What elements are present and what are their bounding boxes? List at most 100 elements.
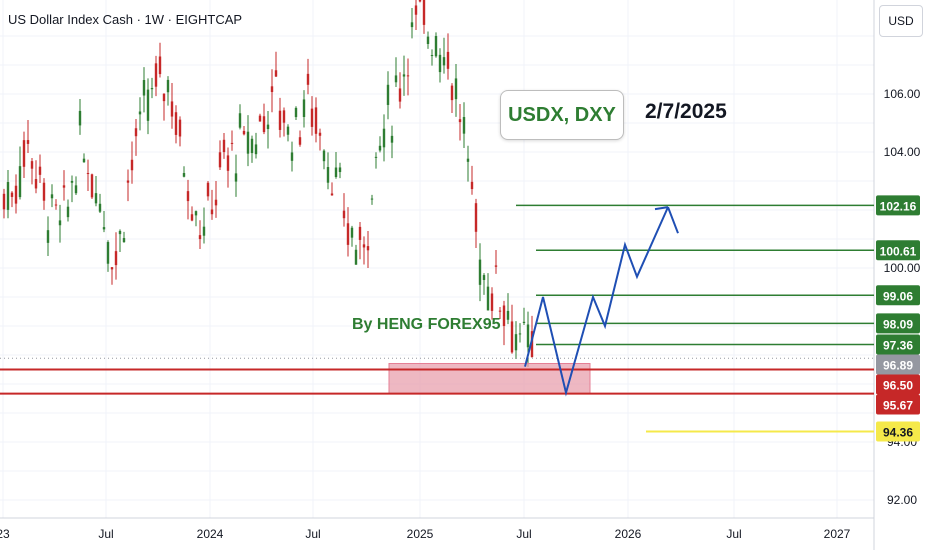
price-label-bg: [876, 334, 920, 355]
candle-body: [354, 249, 358, 265]
candle-body: [510, 321, 514, 353]
candle-body: [10, 192, 14, 197]
price-label: 102.16: [880, 199, 917, 213]
candle-body: [394, 75, 398, 83]
candle-body: [490, 293, 494, 311]
candle-body: [314, 107, 318, 134]
author-credit: By HENG FOREX95: [352, 316, 501, 333]
candle-body: [438, 54, 442, 73]
candle-body: [442, 57, 446, 66]
candle-body: [2, 193, 6, 210]
candle-body: [6, 182, 10, 210]
candle-body: [334, 167, 338, 177]
candle-body: [50, 194, 54, 199]
candle-body: [210, 209, 214, 215]
candle-body: [266, 124, 270, 130]
price-label-bg: [876, 240, 920, 261]
candle-body: [202, 226, 206, 236]
candle-body: [218, 152, 222, 168]
candle-body: [134, 128, 138, 137]
candle-body: [486, 286, 490, 311]
candle-body: [42, 182, 46, 201]
candle-body: [310, 108, 314, 127]
candle-body: [130, 159, 134, 171]
candle-body: [82, 158, 86, 163]
candle-body: [506, 310, 510, 320]
candle-body: [250, 138, 254, 154]
candle-body: [206, 182, 210, 197]
chart-title: US Dollar Index Cash · 1W · EIGHTCAP: [8, 12, 243, 27]
price-label-bg: [876, 354, 920, 375]
candle-body: [522, 321, 526, 323]
candle-body: [166, 79, 170, 93]
candle-body: [234, 173, 238, 182]
candle-body: [246, 131, 250, 154]
candle-body: [122, 238, 126, 243]
y-tick-label: 104.00: [884, 145, 921, 159]
candle-body: [214, 199, 218, 206]
candle-body: [278, 110, 282, 130]
y-tick-label: 106.00: [884, 87, 921, 101]
price-label: 96.89: [883, 359, 913, 373]
candle-body: [58, 220, 62, 226]
candle-body: [70, 180, 74, 183]
candle-body: [454, 78, 458, 100]
candle-body: [26, 140, 30, 144]
candle-body: [242, 130, 246, 135]
candle-body: [190, 214, 194, 221]
candle-body: [406, 75, 410, 77]
candle-body: [514, 334, 518, 351]
candle-body: [222, 139, 226, 153]
candle-body: [150, 88, 154, 90]
candle-body: [482, 275, 486, 280]
candle-body: [390, 135, 394, 143]
candle-body: [30, 161, 34, 169]
candle-body: [270, 86, 274, 93]
candle-body: [410, 22, 414, 28]
candle-body: [450, 85, 454, 101]
candle-body: [470, 181, 474, 190]
candle-body: [298, 137, 302, 145]
candle-body: [138, 111, 142, 115]
candle-body: [178, 119, 182, 137]
candle-body: [346, 223, 350, 245]
candle-body: [302, 99, 306, 118]
candle-body: [434, 36, 438, 57]
candle-body: [66, 206, 70, 218]
candle-body: [370, 198, 374, 200]
price-label-bg: [876, 421, 920, 442]
candle-body: [274, 70, 278, 77]
candle-body: [374, 156, 378, 158]
candle-body: [414, 5, 418, 15]
candle-body: [126, 180, 130, 183]
candle-body: [350, 227, 354, 238]
candle-body: [446, 51, 450, 69]
candle-body: [158, 56, 162, 75]
price-label-bg: [876, 374, 920, 395]
symbol-badge: USDX, DXY: [500, 90, 624, 140]
candle-body: [170, 101, 174, 117]
candle-body: [106, 242, 110, 264]
projection-path: [524, 206, 669, 397]
candle-body: [14, 185, 18, 204]
candle-body: [230, 142, 234, 144]
candle-body: [154, 63, 158, 87]
candle-body: [98, 203, 102, 212]
currency-button[interactable]: USD: [879, 5, 923, 37]
candle-body: [458, 119, 462, 123]
candle-body: [306, 73, 310, 85]
candle-body: [422, 0, 426, 25]
candle-body: [474, 203, 478, 232]
candle-body: [402, 74, 406, 77]
candle-body: [226, 155, 230, 171]
candle-body: [318, 132, 322, 136]
x-tick-label: Jul: [516, 527, 531, 541]
candle-body: [114, 251, 118, 266]
candle-body: [326, 167, 330, 183]
price-label: 96.50: [883, 379, 913, 393]
price-label-bg: [876, 313, 920, 334]
candle-body: [34, 179, 38, 189]
candle-body: [462, 117, 466, 134]
candle-body: [78, 110, 82, 126]
candle-body: [262, 116, 266, 133]
